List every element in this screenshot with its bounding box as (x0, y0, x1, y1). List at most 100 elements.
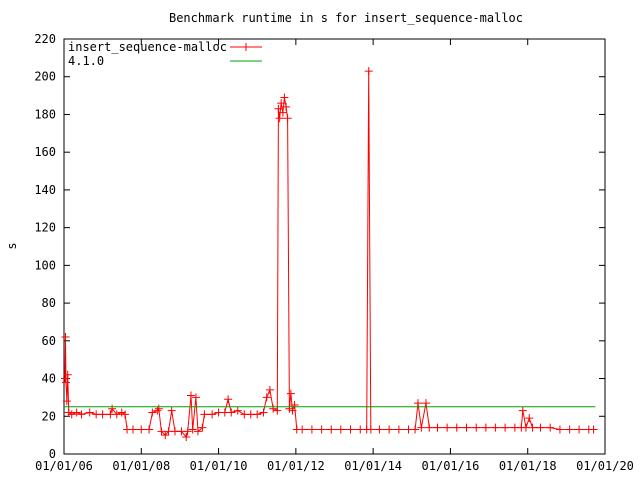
data-point (280, 93, 289, 102)
series-layer (60, 67, 598, 442)
data-point (366, 425, 375, 434)
data-point (167, 406, 176, 415)
chart-title: Benchmark runtime in s for insert_sequen… (169, 11, 523, 25)
data-point (327, 425, 336, 434)
x-tick-label: 01/01/20 (576, 459, 634, 473)
data-point (85, 408, 94, 417)
data-point (148, 408, 157, 417)
data-point (575, 425, 584, 434)
data-point (224, 395, 233, 404)
data-point (421, 399, 430, 408)
data-point (417, 423, 426, 432)
data-point (472, 423, 481, 432)
data-point (491, 423, 500, 432)
data-point (259, 408, 268, 417)
data-point (157, 427, 166, 436)
data-point (161, 431, 170, 440)
data-point (277, 99, 286, 108)
data-point (62, 378, 71, 387)
y-tick-label: 220 (34, 32, 56, 46)
data-point (62, 397, 71, 406)
data-point (269, 404, 278, 413)
data-point (528, 423, 537, 432)
data-point (274, 104, 283, 113)
data-point (72, 408, 81, 417)
data-point (193, 427, 202, 436)
data-point (411, 425, 420, 434)
data-point (290, 400, 299, 409)
data-point (145, 425, 154, 434)
x-ticks: 01/01/06 01/01/08 01/01/10 01/01/12 01/01/14… (35, 39, 634, 473)
x-tick-label: 01/01/08 (112, 459, 170, 473)
data-point (364, 67, 373, 76)
legend-label: insert_sequence-malloc (68, 40, 227, 54)
data-point (186, 391, 195, 400)
data-point (565, 425, 574, 434)
data-point (285, 404, 294, 413)
data-point (278, 108, 287, 117)
data-point (275, 114, 284, 123)
data-point (77, 410, 86, 419)
data-point (265, 385, 274, 394)
y-axis-label: s (5, 242, 19, 249)
data-point (288, 406, 297, 415)
data-point (233, 406, 242, 415)
data-point (117, 408, 126, 417)
data-point (198, 423, 207, 432)
data-point (317, 425, 326, 434)
data-point (452, 423, 461, 432)
x-tick-label: 01/01/16 (422, 459, 480, 473)
y-tick-label: 40 (42, 372, 56, 386)
data-point (336, 425, 345, 434)
data-point (385, 425, 394, 434)
legend-marker (242, 43, 250, 51)
data-point (183, 427, 192, 436)
data-point (307, 425, 316, 434)
data-point (443, 423, 452, 432)
y-tick-label: 200 (34, 70, 56, 84)
data-point (61, 333, 70, 342)
x-tick-label: 01/01/06 (35, 459, 93, 473)
data-point (137, 425, 146, 434)
data-point (501, 423, 510, 432)
data-point (191, 393, 200, 402)
data-point (98, 410, 107, 419)
y-tick-label: 100 (34, 258, 56, 272)
data-point (227, 408, 236, 417)
y-tick-label: 160 (34, 145, 56, 159)
axes (63, 38, 606, 455)
data-point (425, 423, 434, 432)
data-point (589, 425, 598, 434)
data-point (525, 414, 534, 423)
data-point (555, 425, 564, 434)
data-point (200, 410, 209, 419)
data-point (414, 399, 423, 408)
data-point (462, 423, 471, 432)
data-point (282, 102, 291, 111)
data-point (481, 423, 490, 432)
data-point (63, 370, 72, 379)
x-tick-label: 01/01/10 (190, 459, 248, 473)
data-point (153, 406, 162, 415)
data-point (262, 393, 271, 402)
data-point (121, 410, 130, 419)
legend-label: 4.1.0 (68, 54, 104, 68)
y-tick-label: 80 (42, 296, 56, 310)
data-point (112, 410, 121, 419)
data-point (108, 404, 117, 413)
data-point (283, 114, 292, 123)
y-tick-label: 60 (42, 334, 56, 348)
x-tick-label: 01/01/14 (344, 459, 402, 473)
series-line (64, 71, 594, 439)
data-point (208, 410, 217, 419)
data-point (518, 406, 527, 415)
y-tick-label: 140 (34, 183, 56, 197)
data-point (298, 425, 307, 434)
data-point (67, 410, 76, 419)
data-point (253, 410, 262, 419)
data-point (188, 425, 197, 434)
x-tick-label: 01/01/18 (499, 459, 557, 473)
y-tick-label: 120 (34, 221, 56, 235)
data-point (273, 406, 282, 415)
